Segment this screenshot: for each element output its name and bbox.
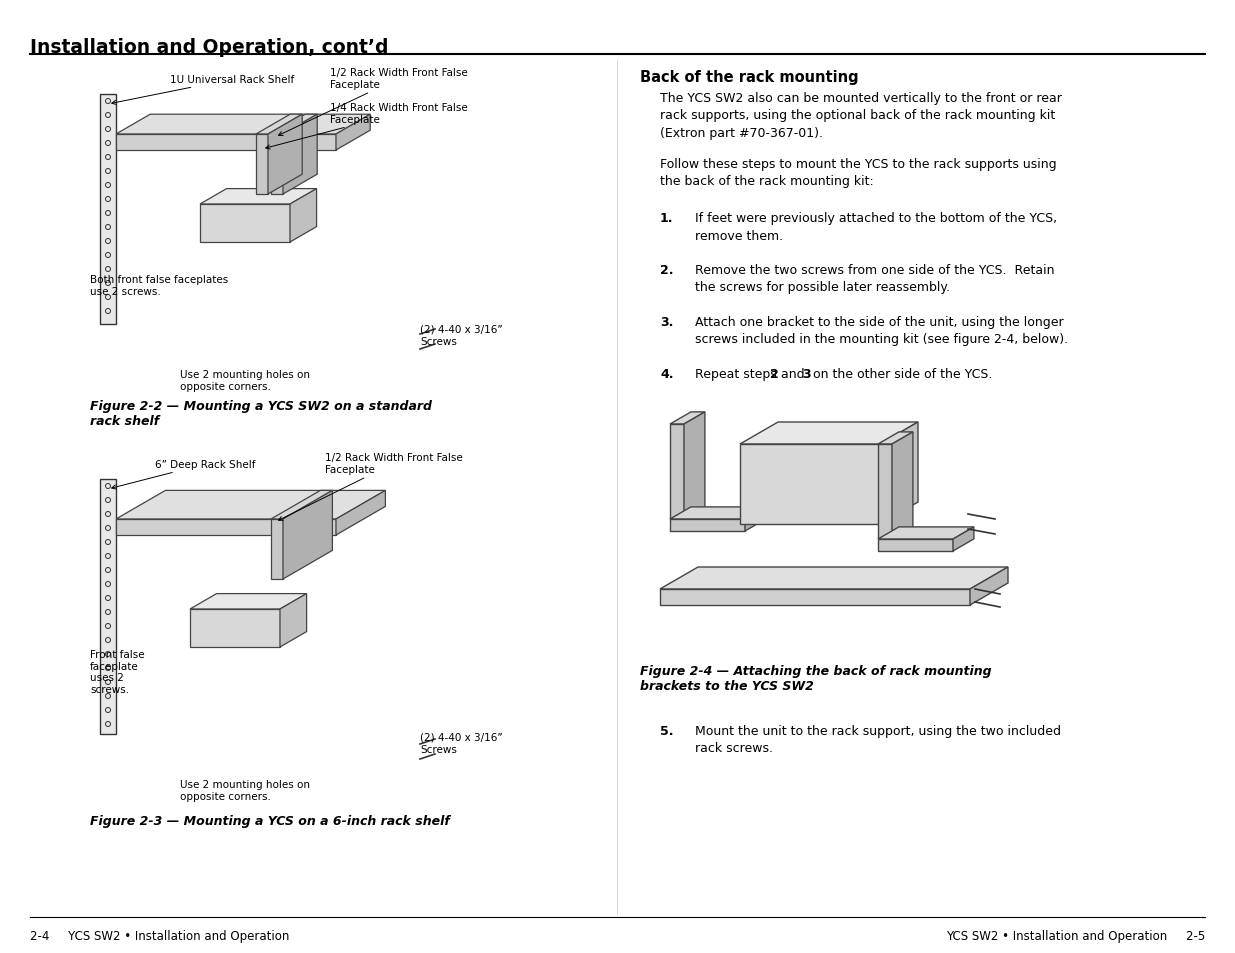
Text: Figure 2-3 — Mounting a YCS on a 6-inch rack shelf: Figure 2-3 — Mounting a YCS on a 6-inch … [90, 814, 450, 827]
Polygon shape [200, 205, 290, 243]
Polygon shape [745, 507, 766, 532]
Polygon shape [256, 115, 303, 135]
Polygon shape [283, 115, 317, 194]
Text: 6” Deep Rack Shelf: 6” Deep Rack Shelf [111, 459, 256, 490]
Polygon shape [280, 594, 306, 647]
Polygon shape [659, 567, 1008, 589]
Text: 3.: 3. [659, 315, 673, 329]
Polygon shape [190, 594, 306, 609]
Text: Use 2 mounting holes on
opposite corners.: Use 2 mounting holes on opposite corners… [180, 370, 310, 391]
Polygon shape [283, 491, 332, 579]
Text: YCS SW2 • Installation and Operation     2-5: YCS SW2 • Installation and Operation 2-5 [946, 929, 1205, 942]
Text: Figure 2-2 — Mounting a YCS SW2 on a standard
rack shelf: Figure 2-2 — Mounting a YCS SW2 on a sta… [90, 399, 432, 428]
Polygon shape [881, 422, 918, 524]
Text: The YCS SW2 also can be mounted vertically to the front or rear
rack supports, u: The YCS SW2 also can be mounted vertical… [659, 91, 1062, 140]
Text: Figure 2-4 — Attaching the back of rack mounting
brackets to the YCS SW2: Figure 2-4 — Attaching the back of rack … [640, 664, 992, 692]
Polygon shape [268, 115, 303, 194]
Polygon shape [740, 444, 881, 524]
Polygon shape [270, 115, 317, 135]
Text: Remove the two screws from one side of the YCS.  Retain
the screws for possible : Remove the two screws from one side of t… [695, 264, 1055, 294]
Text: Mount the unit to the rack support, using the two included
rack screws.: Mount the unit to the rack support, usin… [695, 724, 1061, 755]
Text: Follow these steps to mount the YCS to the rack supports using
the back of the r: Follow these steps to mount the YCS to t… [659, 158, 1057, 189]
Text: 3: 3 [802, 368, 810, 380]
Polygon shape [336, 115, 370, 151]
Polygon shape [878, 527, 974, 539]
Polygon shape [878, 444, 892, 539]
Polygon shape [671, 519, 745, 532]
Polygon shape [116, 491, 385, 519]
Polygon shape [200, 190, 316, 205]
Text: Attach one bracket to the side of the unit, using the longer
screws included in : Attach one bracket to the side of the un… [695, 315, 1068, 346]
Polygon shape [878, 539, 953, 552]
Polygon shape [116, 135, 336, 151]
Text: Repeat steps: Repeat steps [695, 368, 781, 380]
Text: 1/2 Rack Width Front False
Faceplate: 1/2 Rack Width Front False Faceplate [279, 69, 468, 136]
Polygon shape [878, 433, 913, 444]
Text: Installation and Operation, cont’d: Installation and Operation, cont’d [30, 38, 389, 57]
Text: 2-4     YCS SW2 • Installation and Operation: 2-4 YCS SW2 • Installation and Operation [30, 929, 289, 942]
Polygon shape [671, 507, 766, 519]
Polygon shape [892, 433, 913, 539]
Polygon shape [116, 115, 370, 135]
Polygon shape [116, 519, 336, 536]
Text: (2) 4-40 x 3/16”
Screws: (2) 4-40 x 3/16” Screws [420, 325, 503, 346]
FancyBboxPatch shape [100, 95, 116, 325]
Text: 2: 2 [769, 368, 779, 380]
Polygon shape [740, 422, 918, 444]
Text: Both front false faceplates
use 2 screws.: Both front false faceplates use 2 screws… [90, 274, 228, 296]
Polygon shape [270, 491, 332, 519]
Text: 1/2 Rack Width Front False
Faceplate: 1/2 Rack Width Front False Faceplate [278, 453, 463, 520]
Text: 1U Universal Rack Shelf: 1U Universal Rack Shelf [112, 75, 294, 106]
Text: 2.: 2. [659, 264, 673, 276]
Polygon shape [336, 491, 385, 536]
Text: 1/4 Rack Width Front False
Faceplate: 1/4 Rack Width Front False Faceplate [266, 103, 468, 150]
Polygon shape [671, 413, 705, 424]
Text: and: and [777, 368, 809, 380]
Polygon shape [270, 135, 283, 194]
Polygon shape [270, 519, 283, 579]
Text: Back of the rack mounting: Back of the rack mounting [640, 70, 858, 85]
Polygon shape [969, 567, 1008, 605]
Text: (2) 4-40 x 3/16”
Screws: (2) 4-40 x 3/16” Screws [420, 732, 503, 754]
Text: 5.: 5. [659, 724, 673, 738]
Text: If feet were previously attached to the bottom of the YCS,
remove them.: If feet were previously attached to the … [695, 212, 1057, 242]
Polygon shape [290, 190, 316, 243]
Text: Front false
faceplate
uses 2
screws.: Front false faceplate uses 2 screws. [90, 649, 144, 694]
Text: 1.: 1. [659, 212, 673, 225]
Polygon shape [256, 135, 268, 194]
Polygon shape [684, 413, 705, 519]
FancyBboxPatch shape [100, 479, 116, 734]
Text: Use 2 mounting holes on
opposite corners.: Use 2 mounting holes on opposite corners… [180, 780, 310, 801]
Polygon shape [953, 527, 974, 552]
Polygon shape [190, 609, 280, 647]
Text: on the other side of the YCS.: on the other side of the YCS. [809, 368, 993, 380]
Polygon shape [671, 424, 684, 519]
Polygon shape [659, 589, 969, 605]
Text: 4.: 4. [659, 368, 673, 380]
